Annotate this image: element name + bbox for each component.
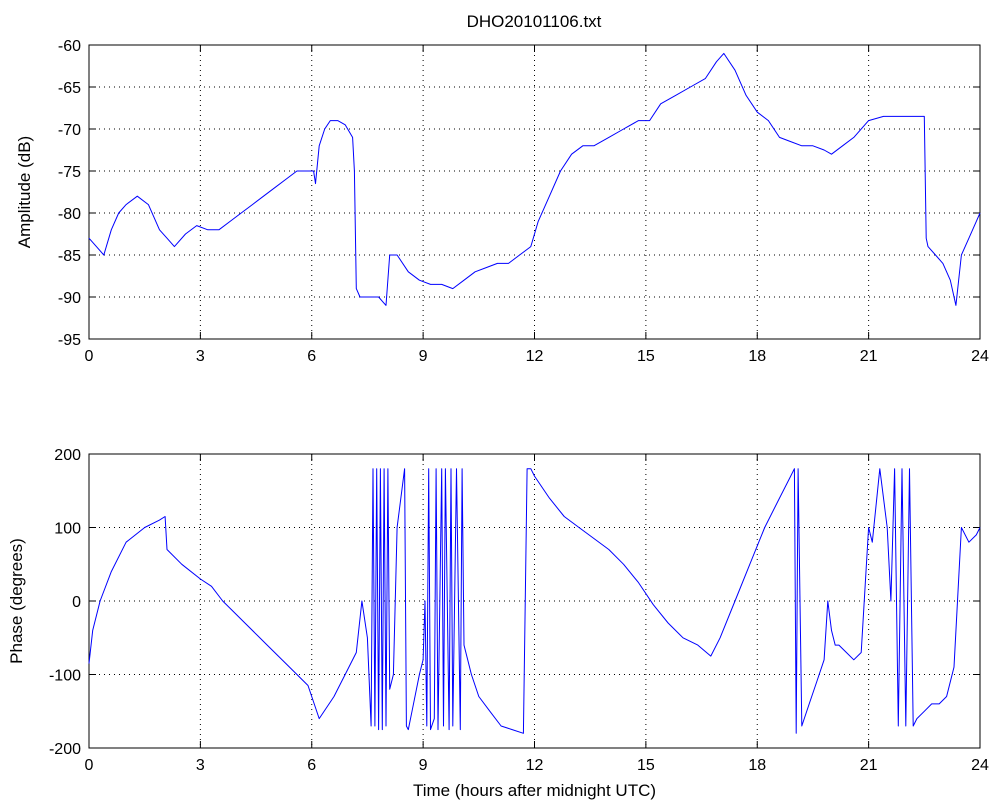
x-tick-label: 9 [419, 757, 428, 774]
phase-grid [89, 454, 980, 748]
x-tick-label: 3 [196, 348, 205, 365]
phase-series-line [88, 468, 981, 734]
amplitude-series-line [88, 52, 981, 306]
x-axis-label: Time (hours after midnight UTC) [413, 781, 656, 800]
x-tick-label: 24 [971, 757, 989, 774]
y-tick-label: 100 [54, 521, 81, 538]
y-tick-label: -80 [58, 206, 81, 223]
y-tick-label: 0 [72, 594, 81, 611]
y-tick-label: -60 [58, 38, 81, 55]
x-tick-label: 6 [307, 348, 316, 365]
y-tick-label: -85 [58, 248, 81, 265]
x-tick-label: 15 [637, 757, 655, 774]
x-tick-label: 3 [196, 757, 205, 774]
y-tick-label: -90 [58, 290, 81, 307]
x-tick-label: 0 [85, 348, 94, 365]
chart-title: DHO20101106.txt [467, 12, 602, 31]
y-tick-label: -65 [58, 80, 81, 97]
y-tick-label: -75 [58, 164, 81, 181]
y-tick-label: -200 [49, 741, 81, 758]
x-tick-label: 15 [637, 348, 655, 365]
phase-y-axis-label: Phase (degrees) [7, 538, 26, 664]
x-tick-label: 24 [971, 348, 989, 365]
x-tick-label: 18 [748, 348, 766, 365]
phase-plot: 0 3 6 9 12 15 18 21 24 -200 -100 0 100 200 Phase (deg… [7, 447, 989, 800]
x-tick-label: 6 [307, 757, 316, 774]
x-tick-label: 21 [860, 757, 878, 774]
x-tick-label: 18 [748, 757, 766, 774]
amplitude-grid [89, 45, 980, 339]
x-tick-label: 0 [85, 757, 94, 774]
amplitude-plot-frame [88, 44, 981, 340]
x-tick-label: 12 [526, 348, 544, 365]
y-tick-label: 200 [54, 447, 81, 464]
x-tick-label: 21 [860, 348, 878, 365]
x-tick-label: 12 [526, 757, 544, 774]
amplitude-y-axis-label: Amplitude (dB) [15, 136, 34, 248]
y-tick-label: -95 [58, 332, 81, 349]
amplitude-ticks: 0 3 6 9 12 15 18 21 24 -95 -90 -85 -80 -75 -70 -65 -60 [58, 38, 989, 365]
x-tick-label: 9 [419, 348, 428, 365]
amplitude-plot: DHO20101106.txt 0 3 6 9 12 15 18 21 24 -95 -90 -85 -… [15, 12, 989, 365]
phase-ticks: 0 3 6 9 12 15 18 21 24 -200 -100 0 100 200 [49, 447, 989, 774]
y-tick-label: -70 [58, 122, 81, 139]
y-tick-label: -100 [49, 668, 81, 685]
